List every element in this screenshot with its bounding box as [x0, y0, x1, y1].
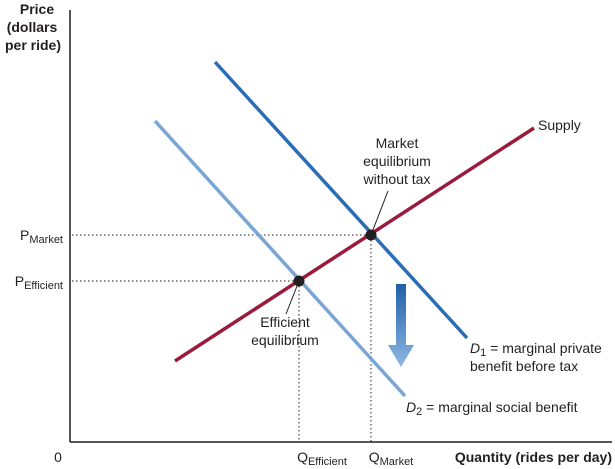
d1-label: D1 = marginal private: [470, 340, 602, 359]
y-axis-label-line-2: (dollars: [7, 19, 58, 35]
p-efficient-label: PEfficient: [15, 273, 63, 292]
origin-label: 0: [54, 449, 62, 465]
q-efficient-label: QEfficient: [297, 449, 347, 468]
efficient-eq-annotation-line-2: equilibrium: [251, 332, 319, 348]
market-eq-annotation-line-1: Market: [376, 135, 419, 151]
demand-shift-arrow: [388, 284, 414, 367]
p-efficient-guide: [72, 280, 300, 442]
p-market-label: PMarket: [20, 227, 63, 246]
d1-curve: [213, 60, 469, 340]
x-axis-label: Quantity (rides per day): [455, 449, 612, 465]
d1-label-line-2: benefit before tax: [470, 358, 578, 374]
efficient-equilibrium-point: [293, 275, 305, 287]
p-market-guide: [72, 234, 372, 442]
y-axis-label-line-3: per ride): [5, 37, 61, 53]
q-market-label: QMarket: [369, 449, 414, 468]
efficient-eq-leader: [285, 280, 300, 315]
efficient-eq-annotation-line-1: Efficient: [260, 314, 310, 330]
d2-curve: [153, 119, 407, 398]
market-eq-annotation-line-3: without tax: [363, 171, 431, 187]
supply-label: Supply: [538, 117, 581, 133]
market-eq-leader: [370, 190, 389, 236]
d2-label: D2 = marginal social benefit: [406, 399, 578, 418]
y-axis-label-line-1: Price: [20, 1, 54, 17]
market-eq-annotation-line-2: equilibrium: [363, 153, 431, 169]
market-equilibrium-point: [365, 229, 377, 241]
supply-curve: [174, 126, 535, 363]
